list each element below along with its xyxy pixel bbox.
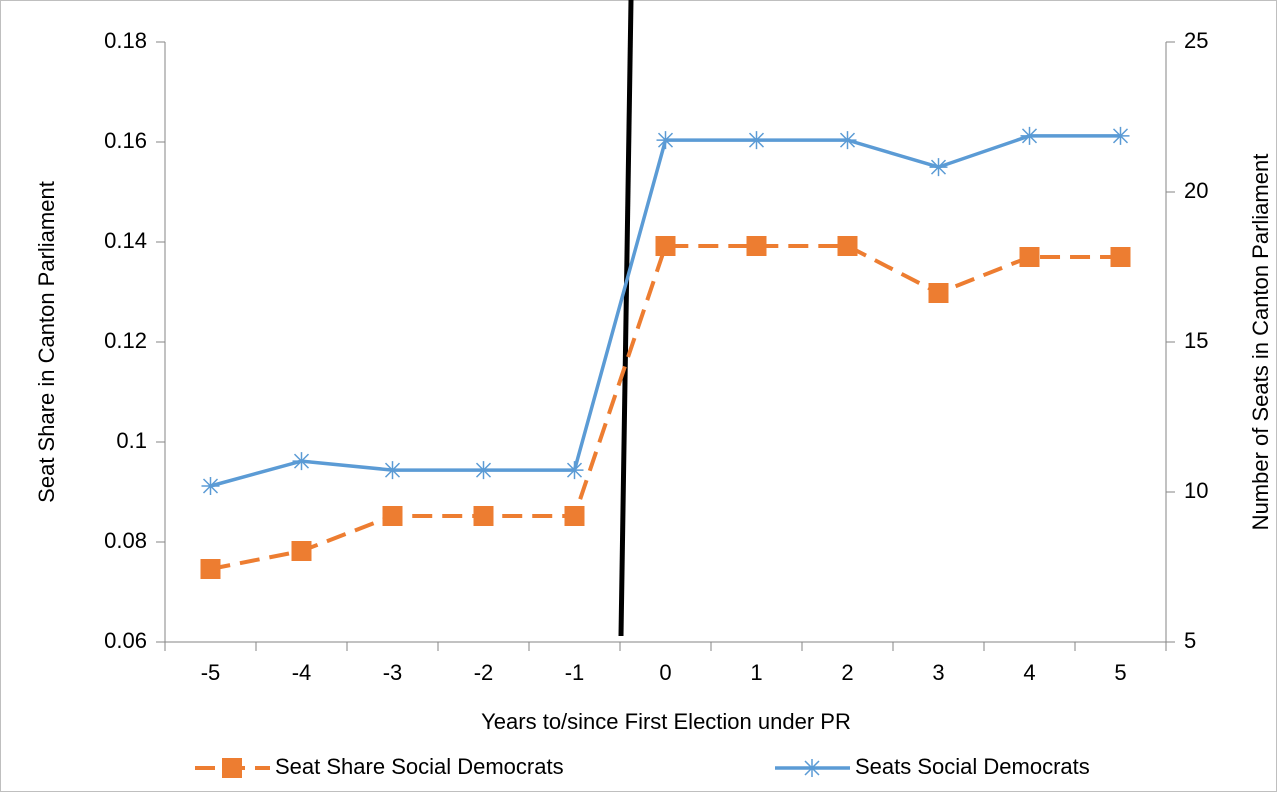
y-tick-label: 0.18 (104, 28, 147, 53)
x-tick-label: 1 (750, 660, 762, 685)
y2-tick-label: 10 (1184, 478, 1208, 503)
marker (564, 506, 585, 526)
marker (383, 461, 402, 480)
series-line (210, 244, 1121, 571)
marker (837, 236, 858, 256)
y2-axis-title: Number of Seats in Canton Parliament (1248, 154, 1273, 531)
y2-tick-label: 15 (1184, 328, 1208, 353)
y2-tick-label: 20 (1184, 178, 1208, 203)
y2-tick-label: 5 (1184, 628, 1196, 653)
legend-label: Seats Social Democrats (855, 754, 1090, 779)
x-tick-label: 2 (841, 660, 853, 685)
x-tick-label: 0 (659, 660, 671, 685)
marker (1110, 247, 1131, 267)
marker (656, 131, 675, 150)
marker (928, 283, 949, 303)
marker (474, 461, 493, 480)
y-tick-label: 0.06 (104, 628, 147, 653)
marker (473, 506, 494, 526)
y-axis-title: Seat Share in Canton Parliament (34, 181, 59, 503)
marker (222, 758, 242, 778)
x-tick-label: -2 (474, 660, 494, 685)
cutoff-line (618, 0, 634, 637)
marker (655, 236, 676, 256)
marker (929, 158, 948, 177)
y-tick-label: 0.16 (104, 128, 147, 153)
x-tick-label: -4 (292, 660, 312, 685)
marker (1019, 247, 1040, 267)
x-tick-label: 4 (1023, 660, 1035, 685)
legend-label: Seat Share Social Democrats (275, 754, 564, 779)
marker (292, 452, 311, 471)
marker (747, 131, 766, 150)
marker (838, 131, 857, 150)
marker (1111, 126, 1130, 145)
y-tick-label: 0.1 (116, 428, 147, 453)
marker (201, 477, 220, 495)
marker (803, 759, 821, 777)
y2-tick-label: 25 (1184, 28, 1208, 53)
y-tick-label: 0.08 (104, 528, 147, 553)
marker (382, 506, 403, 526)
marker (565, 461, 584, 480)
x-tick-label: -1 (565, 660, 585, 685)
marker (200, 559, 221, 579)
x-tick-label: 3 (932, 660, 944, 685)
marker (291, 541, 312, 561)
x-tick-label: 5 (1114, 660, 1126, 685)
x-axis-title: Years to/since First Election under PR (481, 709, 851, 734)
y-tick-label: 0.12 (104, 328, 147, 353)
marker (746, 236, 767, 256)
y-tick-label: 0.14 (104, 228, 147, 253)
marker (1020, 126, 1039, 145)
x-tick-label: -5 (201, 660, 221, 685)
x-tick-label: -3 (383, 660, 403, 685)
